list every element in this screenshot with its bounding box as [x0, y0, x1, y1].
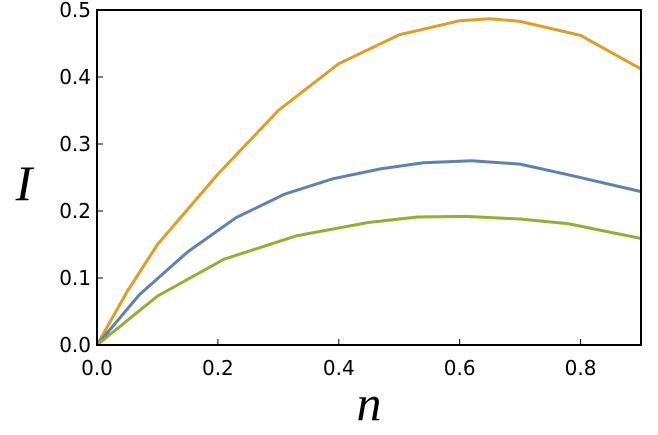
x-tick-label: 0.6: [444, 356, 476, 380]
plot-frame: [96, 9, 642, 346]
x-tick-label: 0.0: [81, 356, 113, 380]
x-tick-label: 0.2: [202, 356, 234, 380]
line-series: [96, 214, 642, 347]
y-tick-label: 0.2: [59, 199, 91, 223]
line-series: [95, 159, 642, 346]
y-tick-label: 0.1: [59, 266, 91, 290]
x-tick-label: 0.4: [323, 356, 355, 380]
y-tick-label: 0.0: [59, 333, 91, 357]
x-axis-label: n: [357, 375, 382, 431]
x-tick-label: 0.8: [565, 356, 597, 380]
y-tick-label: 0.4: [59, 65, 91, 89]
y-tick-label: 0.3: [59, 132, 91, 156]
y-axis-label: I: [15, 155, 35, 211]
line-series: [95, 17, 642, 346]
y-tick-label: 0.5: [59, 0, 91, 22]
